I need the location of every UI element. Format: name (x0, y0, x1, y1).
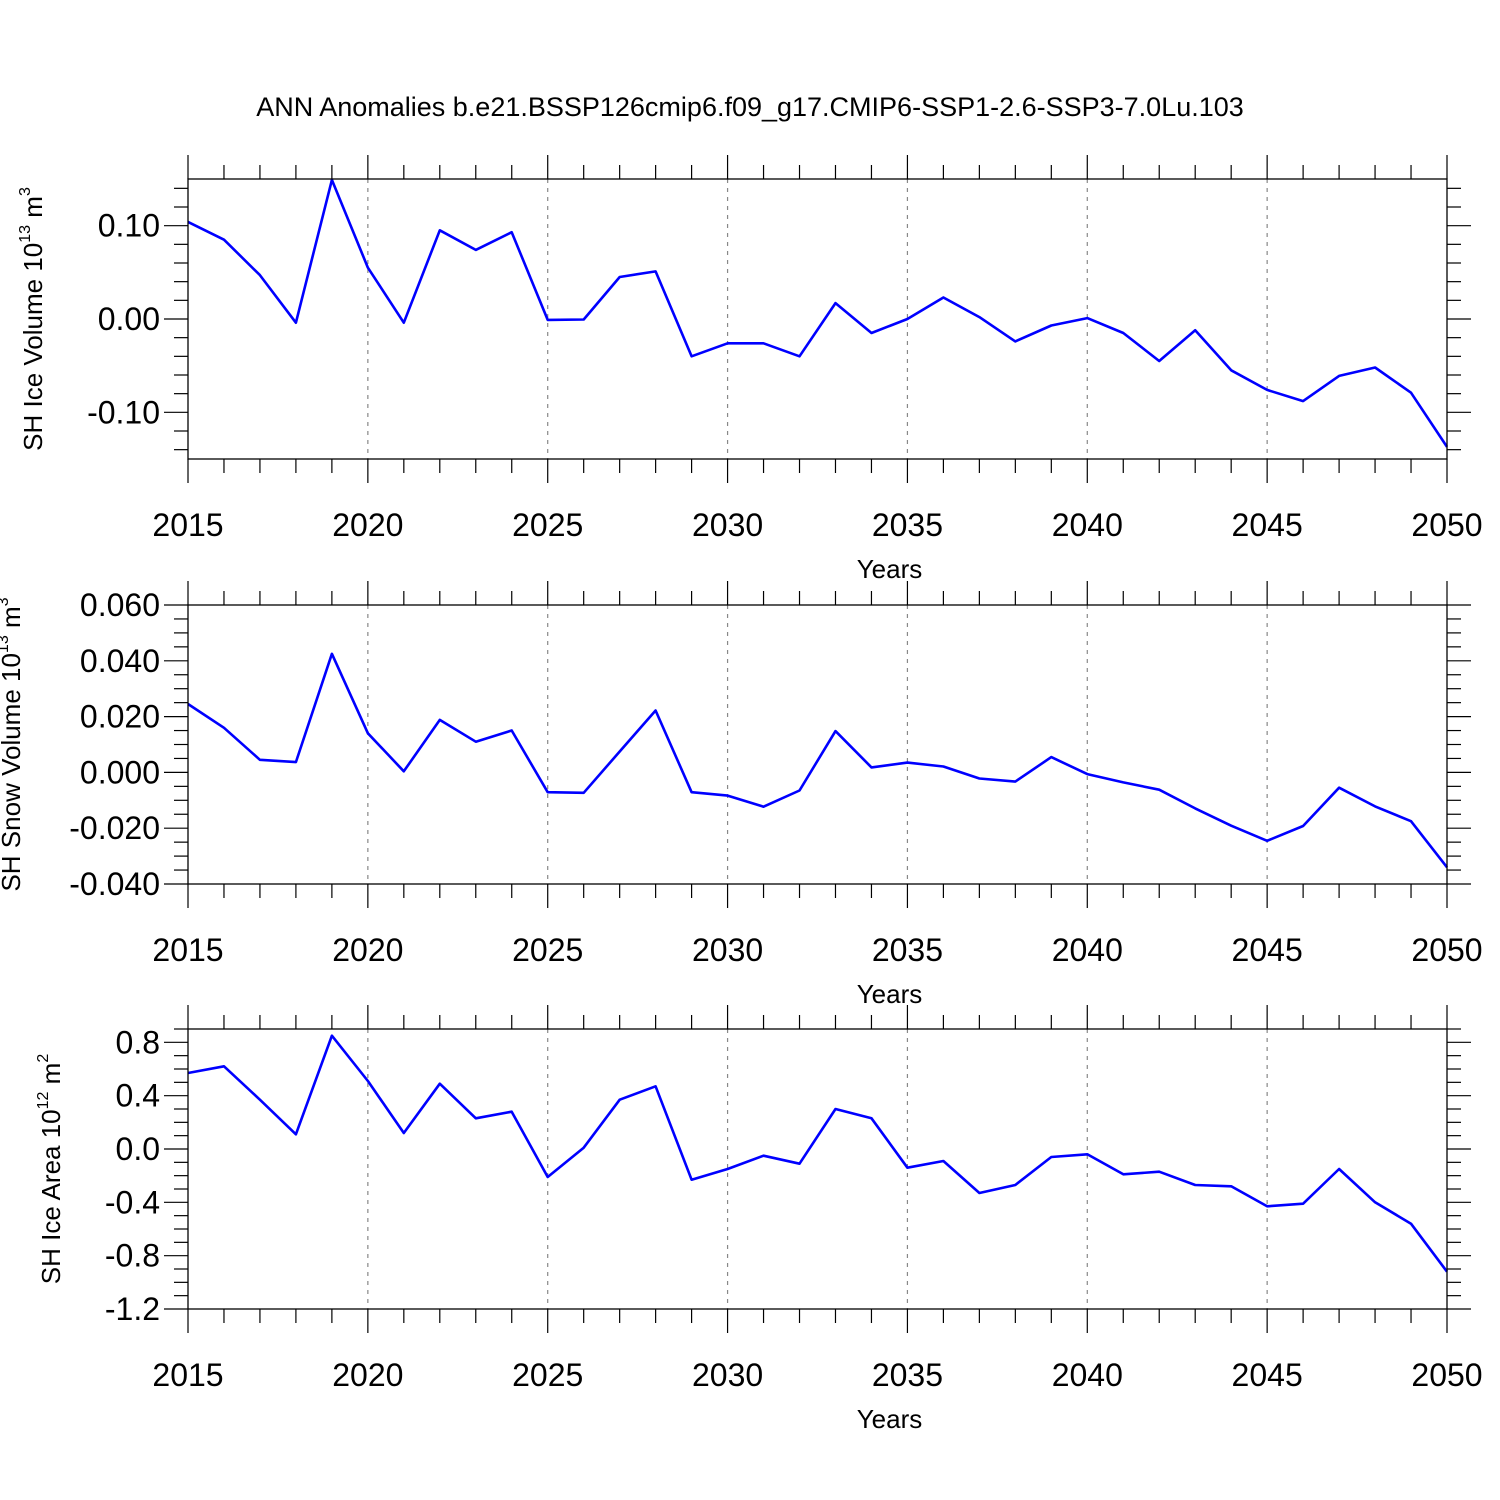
y-tick-label: 0.000 (80, 754, 160, 790)
y-tick-label: -0.8 (105, 1238, 160, 1274)
x-tick-label: 2035 (872, 932, 943, 968)
x-tick-label: 2045 (1232, 507, 1303, 543)
x-tick-label: 2015 (152, 1357, 223, 1393)
x-tick-label: 2050 (1411, 1357, 1482, 1393)
x-axis-title: Years (857, 979, 923, 1009)
x-tick-label: 2015 (152, 507, 223, 543)
x-axis-title: Years (857, 554, 923, 584)
y-axis-title: SH Ice Area 1012 m2 (35, 1054, 66, 1285)
panel-3: 0.8 0.4 0.0 -0.4 -0.8 -1.2 2015 2020 2025 2030 203… (35, 1005, 1483, 1434)
x-tick-label: 2045 (1232, 1357, 1303, 1393)
y-tick-label: -0.10 (87, 394, 160, 430)
x-axis-title: Years (857, 1404, 923, 1434)
panel-1: 0.10 0.00 -0.10 2015 2020 2025 2030 2035 2040 204… (17, 155, 1483, 584)
series-line (187, 1034, 1449, 1273)
y-tick-label: -0.4 (105, 1184, 160, 1220)
y-tick-label: 0.060 (80, 587, 160, 623)
figure-title: ANN Anomalies b.e21.BSSP126cmip6.f09_g17… (256, 92, 1244, 122)
y-tick-label: -1.2 (105, 1291, 160, 1327)
x-tick-label: 2050 (1411, 932, 1482, 968)
x-tick-label: 2020 (332, 1357, 403, 1393)
x-tick-label: 2025 (512, 932, 583, 968)
x-tick-label: 2030 (692, 507, 763, 543)
panels: 0.10 0.00 -0.10 2015 2020 2025 2030 2035 2040 204… (0, 155, 1483, 1434)
y-tick-label: 0.10 (98, 208, 160, 244)
plot-frame (187, 178, 1448, 460)
x-tick-label: 2015 (152, 932, 223, 968)
y-axis-title: SH Ice Volume 1013 m3 (17, 187, 48, 451)
series-line (187, 652, 1449, 869)
y-tick-label: 0.020 (80, 699, 160, 735)
x-tick-label: 2035 (872, 507, 943, 543)
x-tick-label: 2030 (692, 1357, 763, 1393)
x-tick-label: 2030 (692, 932, 763, 968)
x-tick-label: 2045 (1232, 932, 1303, 968)
y-tick-label: 0.0 (116, 1131, 160, 1167)
x-tick-label: 2050 (1411, 507, 1482, 543)
x-tick-label: 2040 (1052, 932, 1123, 968)
plot-frame (187, 604, 1448, 885)
y-tick-label: 0.00 (98, 301, 160, 337)
y-tick-label: 0.4 (116, 1078, 160, 1114)
y-tick-label: -0.020 (69, 810, 160, 846)
x-tick-label: 2020 (332, 507, 403, 543)
x-tick-label: 2040 (1052, 1357, 1123, 1393)
x-tick-label: 2025 (512, 1357, 583, 1393)
x-tick-label: 2035 (872, 1357, 943, 1393)
panel-2: 0.060 0.040 0.020 0.000 -0.020 -0.040 2015 2020… (0, 581, 1483, 1009)
plot-frame (187, 1028, 1448, 1310)
y-tick-label: 0.040 (80, 643, 160, 679)
series-line (187, 178, 1449, 448)
x-tick-label: 2020 (332, 932, 403, 968)
y-tick-label: -0.040 (69, 866, 160, 902)
y-axis-title: SH Snow Volume 1013 m3 (0, 597, 26, 891)
y-tick-label: 0.8 (116, 1024, 160, 1060)
x-tick-label: 2025 (512, 507, 583, 543)
x-tick-label: 2040 (1052, 507, 1123, 543)
